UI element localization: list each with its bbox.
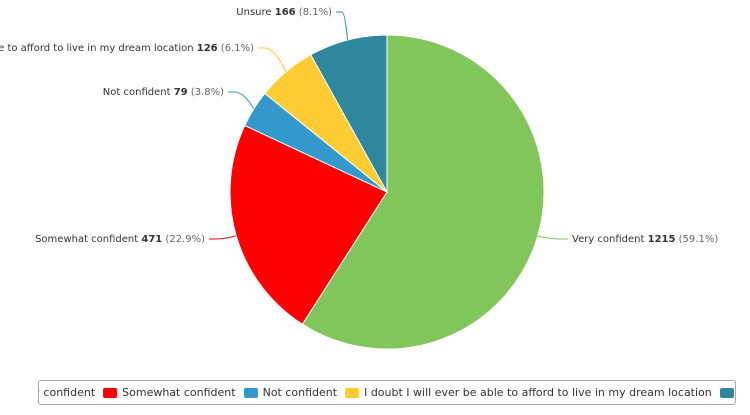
- data-label-value: 79: [174, 87, 188, 98]
- pie-slice-unsure[interactable]: [310, 34, 388, 194]
- data-label: Unsure 166 (8.1%): [236, 7, 332, 18]
- data-label-value: 1215: [648, 234, 676, 245]
- data-labels: Very confident 1215 (59.1%) Somewhat conf…: [0, 7, 718, 245]
- data-label-name: Not confident: [103, 87, 174, 98]
- legend: Very confident Somewhat confident Not conf…: [38, 380, 736, 405]
- data-label-percent: (3.8%): [188, 87, 224, 98]
- pie-slice-very-confident[interactable]: [301, 34, 545, 350]
- legend-swatch: [103, 387, 118, 398]
- legend-item[interactable]: Very confident: [39, 386, 96, 399]
- data-label-value: 166: [275, 7, 296, 18]
- label-connector: [209, 235, 237, 240]
- pie-slice-somewhat-confident[interactable]: [229, 124, 388, 325]
- legend-swatch: [243, 387, 258, 398]
- legend-item[interactable]: Not confident: [243, 386, 338, 399]
- data-label-value: 471: [141, 234, 162, 245]
- data-label-name: Very confident: [572, 234, 648, 245]
- label-connector: [537, 235, 568, 240]
- label-connector: [228, 91, 255, 110]
- data-label-percent: (6.1%): [218, 43, 254, 54]
- data-label-percent: (22.9%): [162, 234, 205, 245]
- data-label-name: Somewhat confident: [35, 234, 141, 245]
- label-connectors: [209, 11, 568, 240]
- data-label: Very confident 1215 (59.1%): [572, 234, 718, 245]
- legend-item[interactable]: Unsure: [719, 386, 735, 399]
- data-label: I doubt I will ever be able to afford to…: [0, 43, 254, 54]
- data-label-value: 126: [197, 43, 218, 54]
- legend-label: I doubt I will ever be able to afford to…: [364, 386, 712, 399]
- legend-label: Somewhat confident: [122, 386, 236, 399]
- legend-item[interactable]: Somewhat confident: [103, 386, 236, 399]
- legend-swatch: [345, 387, 360, 398]
- legend-label: Very confident: [39, 386, 96, 399]
- legend-label: Not confident: [262, 386, 338, 399]
- data-label-percent: (59.1%): [675, 234, 718, 245]
- data-label-name: Unsure: [236, 7, 274, 18]
- data-label: Not confident 79 (3.8%): [103, 87, 224, 98]
- data-label-percent: (8.1%): [296, 7, 332, 18]
- pie-slices: [229, 34, 545, 350]
- legend-swatch: [719, 387, 734, 398]
- data-label-name: I doubt I will ever be able to afford to…: [0, 43, 197, 54]
- data-label: Somewhat confident 471 (22.9%): [35, 234, 205, 245]
- legend-item[interactable]: I doubt I will ever be able to afford to…: [345, 386, 712, 399]
- label-connector: [336, 11, 349, 41]
- label-connector: [258, 47, 287, 73]
